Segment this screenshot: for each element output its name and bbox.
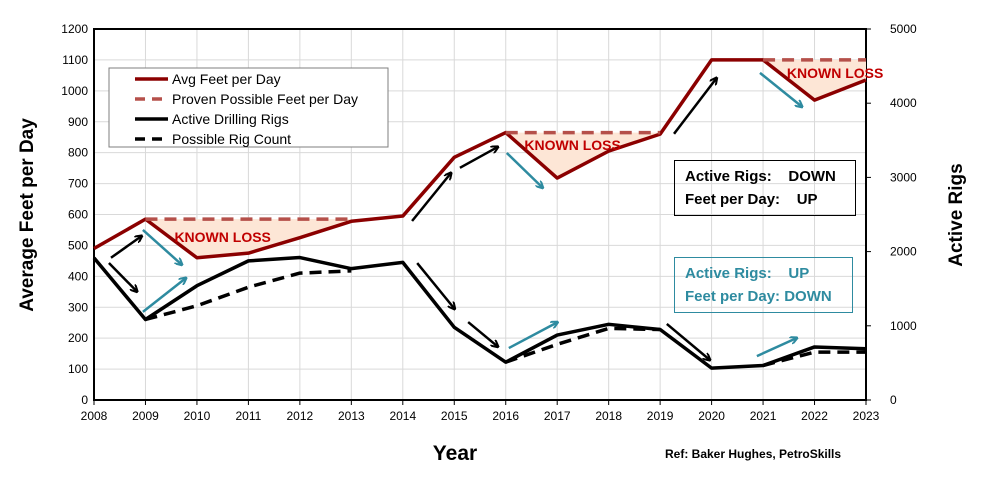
trend-arrow: [756, 338, 797, 358]
x-tick-label: 2016: [492, 409, 519, 423]
source-note: Ref: Baker Hughes, PetroSkills: [665, 447, 841, 461]
y2-tick-label: 0: [890, 393, 897, 407]
trend-arrow: [673, 78, 717, 135]
legend-box: [108, 67, 389, 148]
x-tick-label: 2019: [647, 409, 674, 423]
x-tick-label: 2021: [750, 409, 777, 423]
series-line-3: [145, 269, 352, 322]
x-tick-label: 2010: [184, 409, 211, 423]
trend-arrow: [505, 152, 543, 188]
y-tick-label: 1100: [62, 53, 88, 67]
x-tick-label: 2015: [441, 409, 468, 423]
trend-arrow: [142, 278, 186, 313]
x-tick-label: 2009: [132, 409, 159, 423]
series-line-2: [92, 255, 867, 370]
y-tick-label: 0: [81, 393, 88, 407]
trend-arrow: [759, 71, 802, 107]
trend-arrow: [411, 173, 451, 222]
annotation-box-rigs-down: Active Rigs: DOWN Feet per Day: UP: [674, 160, 856, 216]
y-axis-title: Average Feet per Day: [17, 118, 38, 312]
y-tick-label: 200: [68, 331, 88, 345]
y2-tick-label: 1000: [890, 319, 917, 333]
y2-tick-label: 2000: [890, 245, 917, 259]
known-loss-label: KNOWN LOSS: [787, 65, 883, 81]
trend-arrow: [142, 229, 182, 265]
legend-label: Possible Rig Count: [172, 131, 291, 147]
x-tick-label: 2022: [801, 409, 828, 423]
series-line-3: [762, 350, 866, 368]
x-tick-label: 2008: [81, 409, 108, 423]
trend-arrow: [467, 321, 498, 347]
y-tick-label: 900: [68, 115, 88, 129]
y2-tick-label: 4000: [890, 96, 917, 110]
legend-label: Active Drilling Rigs: [172, 111, 289, 127]
trend-arrow: [459, 147, 498, 169]
x-tick-label: 2014: [389, 409, 416, 423]
x-tick-label: 2011: [235, 409, 261, 423]
annotation-box-rigs-up: Active Rigs: UP Feet per Day: DOWN: [674, 257, 853, 313]
x-tick-label: 2017: [544, 409, 571, 423]
trend-arrow: [108, 262, 137, 292]
legend-label: Avg Feet per Day: [172, 71, 281, 87]
y-tick-label: 300: [68, 300, 88, 314]
x-tick-label: 2023: [853, 409, 880, 423]
y-tick-label: 1000: [61, 84, 88, 98]
x-tick-label: 2013: [338, 409, 365, 423]
trend-arrow: [508, 322, 558, 350]
known-loss-region: [763, 59, 866, 101]
y-tick-label: 600: [68, 208, 88, 222]
x-tick-label: 2018: [595, 409, 622, 423]
plot-frame: [93, 28, 867, 401]
y-tick-label: 800: [68, 146, 88, 160]
series-line-0: [93, 58, 867, 260]
y-tick-label: 100: [68, 362, 88, 376]
x-tick-label: 2012: [287, 409, 314, 423]
y-tick-label: 1200: [61, 22, 88, 36]
y-tick-label: 400: [68, 269, 88, 283]
y2-axis-title: Active Rigs: [946, 163, 967, 266]
trend-arrow: [666, 322, 710, 360]
known-loss-label: KNOWN LOSS: [174, 229, 270, 245]
known-loss-label: KNOWN LOSS: [524, 137, 620, 153]
y-tick-label: 500: [68, 238, 88, 252]
trend-arrow: [416, 262, 455, 309]
y2-tick-label: 3000: [890, 170, 917, 184]
x-axis-title: Year: [433, 442, 477, 465]
trend-arrow: [110, 236, 142, 259]
y2-tick-label: 5000: [890, 22, 917, 36]
x-tick-label: 2020: [698, 409, 725, 423]
series-line-3: [505, 326, 661, 364]
legend-label: Proven Possible Feet per Day: [172, 91, 358, 107]
y-tick-label: 700: [68, 177, 88, 191]
known-loss-region: [145, 219, 352, 258]
